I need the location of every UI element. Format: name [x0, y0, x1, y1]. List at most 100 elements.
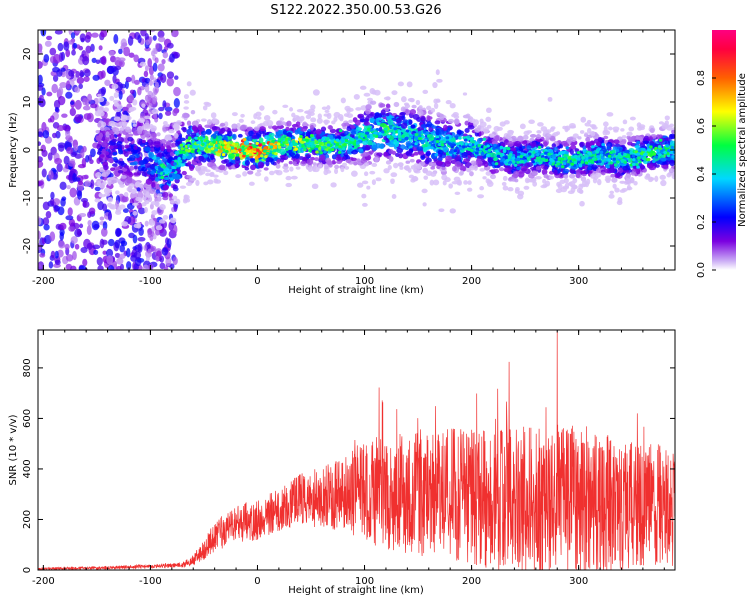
- spectral-blob: [536, 138, 543, 143]
- spectral-core-blob: [326, 146, 331, 150]
- spectral-blob: [87, 219, 92, 226]
- spectral-blob: [479, 118, 484, 124]
- spectral-blob: [207, 161, 214, 168]
- spectral-blob: [412, 175, 418, 182]
- spectral-core-blob: [635, 162, 639, 167]
- spectral-core-blob: [576, 155, 581, 159]
- spectral-blob: [585, 142, 591, 149]
- spectral-blob: [198, 155, 205, 161]
- spectral-blob: [510, 147, 517, 152]
- spectral-core-blob: [537, 145, 542, 149]
- spectral-blob: [95, 59, 101, 65]
- spectral-core-blob: [440, 143, 445, 147]
- spectral-blob: [443, 124, 448, 131]
- spectral-core-blob: [418, 137, 422, 141]
- spectral-blob: [172, 123, 180, 130]
- spectral-core-blob: [531, 154, 535, 158]
- spectral-blob: [340, 97, 346, 104]
- spectral-blob: [282, 104, 289, 109]
- spectral-core-blob: [502, 146, 507, 150]
- spectral-blob: [44, 40, 52, 47]
- spectral-blob: [70, 100, 75, 106]
- spectral-blob: [517, 171, 525, 178]
- spectral-blob: [477, 194, 485, 199]
- spectral-blob: [90, 103, 98, 109]
- spectral-core-blob: [496, 154, 501, 158]
- spectral-blob: [507, 140, 514, 148]
- spectral-blob: [171, 195, 178, 200]
- spectral-blob: [603, 135, 609, 140]
- spectral-blob: [38, 230, 41, 240]
- spectral-blob: [393, 101, 400, 108]
- spectral-blob: [163, 266, 169, 270]
- spectral-core-blob: [403, 131, 408, 135]
- spectral-blob: [507, 187, 514, 192]
- spectral-blob: [425, 123, 431, 127]
- spectral-blob: [473, 164, 478, 171]
- spectral-blob: [469, 165, 475, 171]
- spectral-blob: [579, 130, 585, 134]
- spectral-blob: [430, 162, 437, 167]
- spectral-blob: [264, 176, 269, 182]
- spectral-blob: [83, 113, 92, 120]
- spectral-blob: [82, 56, 90, 66]
- spectral-blob: [439, 129, 445, 135]
- spectral-blob: [364, 146, 371, 151]
- spectral-blob: [120, 175, 127, 179]
- spectral-core-blob: [265, 151, 270, 155]
- spectral-blob: [523, 185, 530, 190]
- spectral-blob: [234, 159, 241, 165]
- spectral-blob: [250, 164, 256, 171]
- spectral-blob: [312, 162, 317, 166]
- spectral-blob: [617, 197, 623, 204]
- spectral-core-blob: [258, 143, 262, 147]
- spectral-blob: [179, 137, 186, 142]
- spectral-blob: [334, 164, 340, 170]
- spectral-blob: [59, 181, 67, 190]
- spectral-core-blob: [661, 154, 665, 158]
- spectral-blob: [362, 202, 368, 207]
- spectral-blob: [299, 115, 305, 122]
- spectral-blob: [309, 124, 315, 131]
- spectral-blob: [42, 130, 50, 139]
- spectral-core-blob: [354, 136, 359, 140]
- spectral-blob: [630, 171, 636, 176]
- spectral-blob: [218, 164, 226, 171]
- spectral-blob: [205, 172, 210, 177]
- spectral-core-blob: [474, 141, 479, 145]
- spectral-blob: [45, 210, 52, 219]
- spectral-blob: [131, 119, 137, 124]
- spectral-blob: [528, 119, 535, 125]
- spectral-core-blob: [427, 134, 431, 138]
- spectral-blob: [417, 109, 424, 116]
- spectral-blob: [91, 220, 100, 231]
- spectral-core-blob: [221, 153, 226, 157]
- spectral-blob: [344, 122, 350, 127]
- spectral-blob: [121, 221, 129, 227]
- spectral-core-blob: [386, 134, 391, 139]
- spectral-blob: [609, 190, 615, 195]
- spectral-blob: [65, 91, 73, 99]
- spectral-blob: [644, 175, 651, 180]
- spectral-blob: [393, 162, 399, 169]
- spectral-blob: [182, 112, 189, 118]
- spectral-blob: [361, 180, 369, 185]
- spectral-core-blob: [447, 142, 452, 146]
- spectral-blob: [137, 129, 143, 135]
- spectral-blob: [75, 30, 82, 34]
- spectral-blob: [120, 115, 128, 122]
- spectral-core-blob: [242, 137, 247, 142]
- spectral-blob: [265, 160, 270, 167]
- spectral-blob: [151, 108, 159, 115]
- spectral-blob: [127, 147, 132, 152]
- spectral-blob: [124, 126, 131, 133]
- spectral-blob: [186, 120, 192, 126]
- spectral-blob: [231, 123, 238, 130]
- spectral-blob: [86, 242, 93, 250]
- spectral-blob: [569, 148, 574, 155]
- spectral-core-blob: [531, 160, 535, 164]
- spectral-blob: [171, 137, 177, 142]
- spectral-blob: [253, 126, 260, 131]
- spectral-blob: [133, 251, 142, 260]
- spectral-core-blob: [523, 159, 528, 163]
